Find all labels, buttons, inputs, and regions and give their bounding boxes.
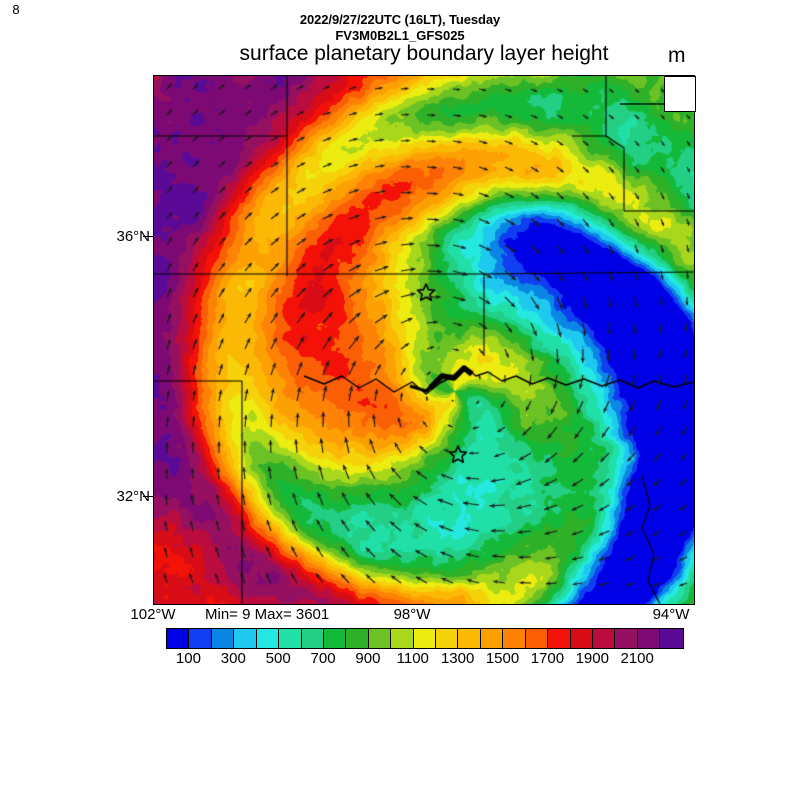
colorbar-swatch [279, 629, 302, 648]
colorbar-tick-label: 500 [265, 650, 291, 667]
colorbar-swatch [256, 629, 280, 648]
lon-tick-label-98w: 98°W [393, 606, 431, 623]
colorbar-swatch [323, 629, 347, 648]
wind-vector-overlay [154, 76, 694, 604]
colorbar-swatch [211, 629, 235, 648]
colorbar-swatch [660, 629, 683, 648]
colorbar-tick-label: 900 [355, 650, 381, 667]
colorbar[interactable] [166, 628, 684, 649]
colorbar-tick-label: 1500 [485, 650, 520, 667]
colorbar-tick-label: 700 [310, 650, 336, 667]
colorbar-swatch [413, 629, 437, 648]
colorbar-swatch [436, 629, 459, 648]
colorbar-swatch [346, 629, 369, 648]
colorbar-tick-label: 1300 [440, 650, 475, 667]
colorbar-tick-label: 300 [220, 650, 246, 667]
colorbar-swatch [593, 629, 616, 648]
colorbar-swatch [570, 629, 594, 648]
colorbar-tick-labels: 100 300 500 700 900 1100 1300 1500 1700 1900 2100 [166, 650, 682, 670]
colorbar-swatch [615, 629, 638, 648]
colorbar-swatch [548, 629, 571, 648]
colorbar-tick-label: 2100 [620, 650, 654, 667]
lat-tick-32n [143, 496, 153, 497]
colorbar-swatch [637, 629, 661, 648]
colorbar-swatch [391, 629, 414, 648]
wind-legend-box [664, 76, 696, 112]
lat-tick-label-32n: 32°N [116, 488, 150, 505]
lon-tick-label-102w: 102°W [130, 606, 176, 623]
lat-tick-36n [143, 236, 153, 237]
map-plot-area[interactable] [153, 75, 695, 605]
colorbar-swatch [301, 629, 324, 648]
colorbar-tick-label: 1900 [575, 650, 609, 667]
colorbar-swatch [368, 629, 392, 648]
colorbar-swatch [525, 629, 549, 648]
colorbar-tick-label: 1100 [396, 650, 429, 667]
colorbar-swatch [189, 629, 212, 648]
colorbar-swatch [458, 629, 481, 648]
colorbar-swatch [167, 629, 190, 648]
model-title: FV3M0B2L1_GFS025 [335, 28, 465, 43]
wind-legend-value: 8 [12, 2, 20, 17]
colorbar-tick-label: 1700 [530, 650, 565, 667]
min-max-stats: Min= 9 Max= 3601 [205, 606, 330, 623]
page-title: surface planetary boundary layer height [239, 42, 609, 65]
lon-tick-label-94w: 94°W [652, 606, 690, 623]
units-label: m [668, 44, 686, 67]
colorbar-swatch [503, 629, 526, 648]
colorbar-swatch [234, 629, 257, 648]
lat-tick-label-36n: 36°N [116, 228, 150, 245]
colorbar-tick-label: 100 [175, 650, 201, 667]
timestamp-title: 2022/9/27/22UTC (16LT), Tuesday [299, 12, 501, 27]
colorbar-swatch [480, 629, 504, 648]
